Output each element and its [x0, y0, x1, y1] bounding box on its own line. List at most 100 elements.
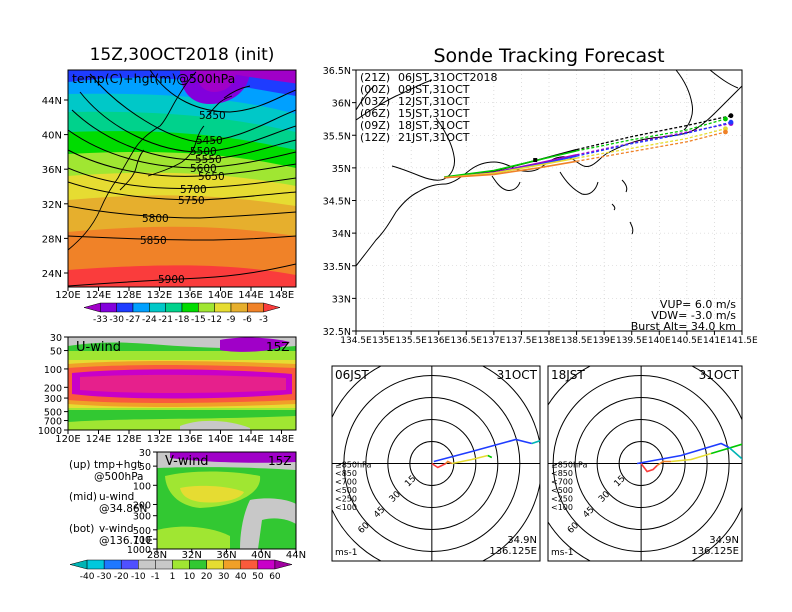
colorbar-label: -12: [207, 315, 222, 325]
track-lon-ticks: 134.5E 135E 135.5E 136E 136.5E 137E 137.5E 138E…: [340, 331, 758, 346]
hodograph-plev-label: <500: [335, 486, 357, 495]
lon-tick-label: 140.5E: [671, 336, 703, 346]
vup-text: VUP= 6.0 m/s: [660, 298, 736, 311]
lon-tick-label: 136E: [177, 434, 202, 445]
legend-label: 09JST,31OCT: [398, 83, 470, 96]
lat-tick-label: 36N: [332, 99, 351, 110]
lat-tick-label: 34.5N: [323, 197, 351, 208]
hodograph-lat: 34.9N: [709, 535, 739, 546]
lon-tick-label: 140E: [208, 290, 233, 301]
track-grid: [356, 70, 742, 331]
cold-core: [210, 70, 296, 84]
pressure-tick-label: 50: [50, 347, 62, 358]
hodograph-plev-label: <100: [335, 503, 357, 512]
lon-tick-label: 141E: [703, 336, 726, 346]
v-wind-label: V-wind: [165, 454, 209, 469]
pressure-tick-label: 100: [133, 481, 151, 492]
wind-colorbar-swatch: [103, 559, 122, 570]
lon-tick-label: 124E: [86, 434, 111, 445]
hodograph-plev-label: <850: [551, 469, 573, 478]
hodograph-trace: [431, 462, 447, 469]
lat-tick-label: 33.5N: [323, 262, 351, 273]
note-mid-line2: @34.86N: [99, 503, 147, 515]
pressure-tick-label: 500: [44, 408, 62, 419]
upper-lon-ticks: 120E 124E 128E 132E 136E 140E 144E 148E: [55, 287, 294, 301]
upper-lat-ticks: 44N 40N 36N 32N 28N 24N: [42, 96, 68, 280]
wind-colorbar-swatch: [206, 559, 224, 570]
vdw-text: VDW= -3.0 m/s: [651, 309, 736, 322]
hodograph-plev-label: <500: [551, 486, 573, 495]
legend-launch: (09Z): [360, 119, 390, 132]
hodograph-date: 31OCT: [699, 368, 740, 382]
pressure-tick-label: 30: [139, 448, 151, 459]
wind-colorbar-label: -1: [151, 572, 160, 582]
lon-tick-label: 137E: [482, 336, 505, 346]
track-line-dashed: [576, 118, 726, 152]
wind-colorbar-label: 20: [201, 572, 213, 582]
lat-tick-label: 40N: [42, 131, 62, 142]
colorbar-swatch: [247, 302, 264, 313]
lon-tick-label: 139.5E: [616, 336, 648, 346]
colorbar-swatch: [181, 302, 199, 313]
pressure-tick-label: 100: [44, 365, 62, 376]
v-wind-time: 15Z: [268, 454, 292, 468]
hodograph-plev-label: <850: [335, 469, 357, 478]
note-up-key: (up): [69, 459, 91, 471]
pressure-tick-label: 300: [44, 394, 62, 405]
colorbar-label: -15: [191, 315, 206, 325]
wind-colorbar-swatch: [223, 559, 242, 570]
right-title: Sonde Tracking Forecast: [433, 45, 664, 67]
colorbar-swatch: [165, 302, 183, 313]
colorbar-swatch: [230, 302, 248, 313]
wind-colorbar-label: -40: [80, 572, 95, 582]
lon-tick-label: 135.5E: [395, 336, 427, 346]
track-line-dashed: [576, 128, 726, 159]
hodograph-rings: [332, 366, 540, 561]
track-line-dashed: [576, 115, 732, 151]
pressure-tick-label: 300: [133, 512, 151, 523]
v-wind-band: [258, 518, 296, 549]
hodograph-plev-label: ≥850hPa: [551, 461, 588, 470]
hodograph-lon: 136.125E: [691, 546, 739, 557]
u-wind-time: 15Z: [266, 340, 290, 354]
wind-colorbar-swatch: [120, 559, 139, 570]
contour-label: 5800: [142, 213, 169, 225]
colorbar-swatch: [83, 302, 101, 313]
legend-launch: (00Z): [360, 83, 390, 96]
lon-tick-label: 148E: [269, 290, 294, 301]
lat-tick-label: 36N: [42, 165, 62, 176]
left-title: 15Z,30OCT2018 (init): [90, 45, 275, 65]
hodograph-trace: [671, 452, 712, 463]
lat-tick-label: 28N: [147, 550, 167, 561]
contour-label: 5650: [198, 171, 225, 183]
lon-tick-label: 120E: [55, 290, 80, 301]
lon-tick-label: 136.5E: [451, 336, 483, 346]
wind-colorbar-swatch: [155, 559, 173, 570]
hodograph-trace: [531, 439, 540, 445]
hodograph-trace: [487, 454, 493, 459]
legend-label: 12JST,31OCT: [398, 95, 470, 108]
hodograph-unit: ms-1: [335, 548, 357, 558]
colorbar-swatch: [214, 302, 232, 313]
lon-tick-label: 140E: [648, 336, 671, 346]
lon-tick-label: 136E: [427, 336, 450, 346]
hodograph-plev-label: ≥850hPa: [335, 461, 372, 470]
track-legend: (21Z) 06JST,31OCT2018 (00Z) 09JST,31OCT (03Z…: [360, 71, 498, 144]
hodograph-trace: [640, 463, 658, 473]
lat-tick-label: 24N: [42, 269, 62, 280]
note-up-line2: @500hPa: [94, 471, 144, 483]
colorbar-swatch: [116, 302, 134, 313]
legend-label: 18JST,31OCT: [398, 119, 470, 132]
lon-tick-label: 134.5E: [340, 336, 372, 346]
contour-label: 5700: [180, 184, 207, 196]
contour-label: 5750: [178, 195, 205, 207]
wind-colorbar-swatch: [257, 559, 276, 570]
wind-colorbar-swatch: [86, 559, 105, 570]
wind-colorbar-label: 10: [184, 572, 196, 582]
u-wind-lon-ticks: 120E 124E 128E 132E 136E 140E 144E 148E: [55, 430, 294, 445]
lon-tick-label: 132E: [147, 290, 172, 301]
wind-colorbar: -40 -30 -20 -10 -1 1 10 20 30 40 50 60: [69, 559, 293, 582]
lat-tick-label: 32N: [42, 200, 62, 211]
lat-tick-label: 40N: [251, 550, 271, 561]
